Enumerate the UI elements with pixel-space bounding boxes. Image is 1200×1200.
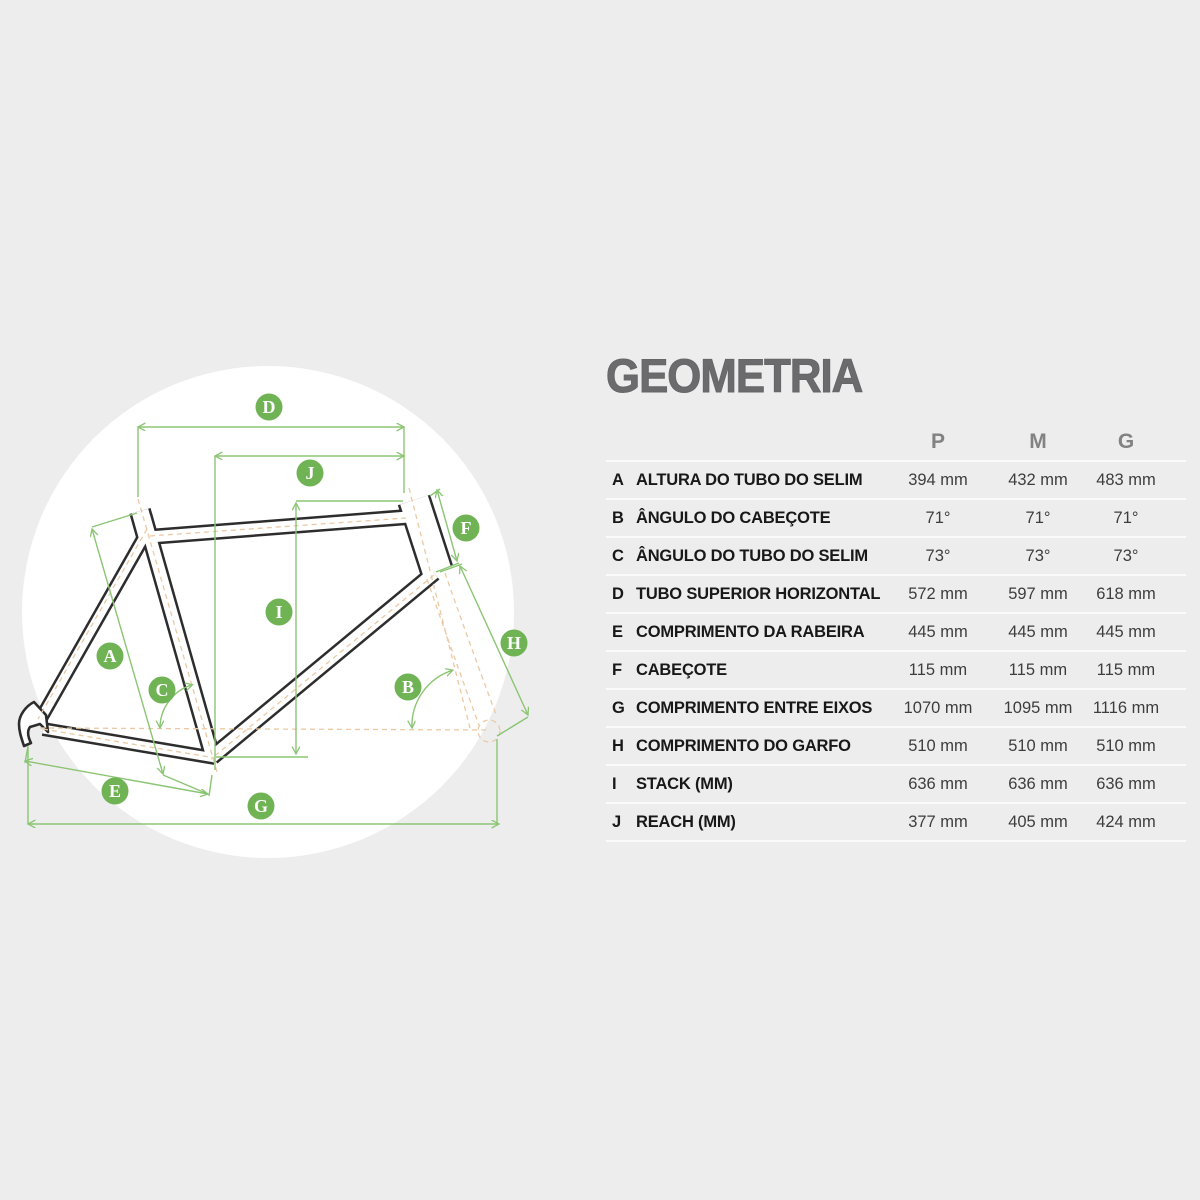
dimension-marker-j: J <box>296 459 324 487</box>
row-letter: G <box>612 698 625 717</box>
size-column-header-m: M <box>1029 429 1047 453</box>
table-row: B ÂNGULO DO CABEÇOTE 71° 71° 71° <box>606 498 1186 536</box>
dimension-marker-h: H <box>500 629 528 657</box>
row-label: COMPRIMENTO ENTRE EIXOS <box>636 698 873 717</box>
dimension-arc-b <box>412 670 453 728</box>
table-row: I STACK (MM) 636 mm 636 mm 636 mm <box>606 764 1186 802</box>
row-label: REACH (MM) <box>636 812 736 831</box>
row-letter: A <box>612 470 624 489</box>
row-letter: B <box>612 508 624 527</box>
row-label: CABEÇOTE <box>636 660 727 679</box>
table-row: G COMPRIMENTO ENTRE EIXOS 1070 mm 1095 m… <box>606 688 1186 726</box>
row-value-g: 71° <box>1113 508 1139 527</box>
size-column-header-p: P <box>930 429 945 453</box>
geometry-table: P M G A ALTURA DO TUBO DO SELIM 394 mm 4… <box>606 423 1186 842</box>
row-value-g: 636 mm <box>1096 774 1156 793</box>
size-header-row: P M G <box>606 423 1186 460</box>
row-label: ÂNGULO DO TUBO DO SELIM <box>636 546 868 565</box>
row-value-g: 483 mm <box>1096 470 1156 489</box>
row-letter: C <box>612 546 624 565</box>
svg-text:E: E <box>109 781 121 801</box>
dimension-line-f <box>429 488 459 573</box>
row-label: ALTURA DO TUBO DO SELIM <box>636 470 863 489</box>
row-value-m: 115 mm <box>1008 660 1068 679</box>
row-label: TUBO SUPERIOR HORIZONTAL <box>636 584 881 603</box>
dimension-lines <box>25 427 528 824</box>
row-value-p: 73° <box>925 546 951 565</box>
svg-text:D: D <box>263 397 276 417</box>
page-title: GEOMETRIA <box>606 349 864 403</box>
row-value-p: 71° <box>925 508 951 527</box>
row-value-m: 432 mm <box>1008 470 1068 489</box>
row-value-g: 510 mm <box>1096 736 1156 755</box>
svg-text:F: F <box>461 518 472 538</box>
table-row: C ÂNGULO DO TUBO DO SELIM 73° 73° 73° <box>606 536 1186 574</box>
table-row: J REACH (MM) 377 mm 405 mm 424 mm <box>606 802 1186 842</box>
row-value-p: 377 mm <box>908 812 968 831</box>
table-row: H COMPRIMENTO DO GARFO 510 mm 510 mm 510… <box>606 726 1186 764</box>
row-value-g: 424 mm <box>1096 812 1156 831</box>
row-value-g: 115 mm <box>1096 660 1156 679</box>
row-value-m: 597 mm <box>1008 584 1068 603</box>
svg-text:G: G <box>254 796 268 816</box>
dimension-line-j <box>215 456 404 770</box>
dimension-marker-e: E <box>101 777 129 805</box>
row-value-m: 73° <box>1025 546 1051 565</box>
row-value-g: 618 mm <box>1096 584 1156 603</box>
row-letter: J <box>612 812 622 831</box>
frame-geometry-diagram: A B C D E F G <box>17 366 600 858</box>
row-value-p: 445 mm <box>908 622 968 641</box>
dimension-marker-a: A <box>96 642 124 670</box>
row-value-p: 1070 mm <box>903 698 973 717</box>
geometry-table-body: A ALTURA DO TUBO DO SELIM 394 mm 432 mm … <box>606 460 1186 842</box>
row-value-m: 1095 mm <box>1003 698 1073 717</box>
table-row: E COMPRIMENTO DA RABEIRA 445 mm 445 mm 4… <box>606 612 1186 650</box>
row-value-p: 636 mm <box>908 774 968 793</box>
svg-text:J: J <box>306 463 315 483</box>
dimension-line-h <box>439 563 528 737</box>
row-label: COMPRIMENTO DO GARFO <box>636 736 851 755</box>
table-row: F CABEÇOTE 115 mm 115 mm 115 mm <box>606 650 1186 688</box>
dimension-marker-i: I <box>265 598 293 626</box>
row-letter: F <box>612 660 623 679</box>
svg-text:B: B <box>402 677 414 697</box>
dimension-marker-b: B <box>394 673 422 701</box>
row-value-m: 445 mm <box>1008 622 1068 641</box>
dimension-markers: A B C D E F G <box>96 393 528 820</box>
dimension-line-i <box>216 500 403 758</box>
row-value-m: 71° <box>1025 508 1051 527</box>
svg-text:A: A <box>104 646 117 666</box>
dimension-line-g <box>28 739 499 824</box>
dimension-marker-g: G <box>247 792 275 820</box>
row-letter: I <box>612 774 617 793</box>
svg-text:H: H <box>507 633 521 653</box>
row-value-p: 510 mm <box>908 736 968 755</box>
svg-text:I: I <box>275 602 282 622</box>
svg-text:C: C <box>156 680 169 700</box>
dimension-marker-d: D <box>255 393 283 421</box>
row-value-p: 394 mm <box>908 470 968 489</box>
row-value-p: 115 mm <box>908 660 968 679</box>
row-label: ÂNGULO DO CABEÇOTE <box>636 508 831 527</box>
dimension-marker-c: C <box>148 676 176 704</box>
row-value-p: 572 mm <box>908 584 968 603</box>
dimension-marker-f: F <box>452 514 480 542</box>
row-letter: D <box>612 584 624 603</box>
table-row: A ALTURA DO TUBO DO SELIM 394 mm 432 mm … <box>606 460 1186 498</box>
size-column-header-g: G <box>1117 429 1135 453</box>
row-value-g: 1116 mm <box>1092 698 1160 717</box>
table-row: D TUBO SUPERIOR HORIZONTAL 572 mm 597 mm… <box>606 574 1186 612</box>
row-label: COMPRIMENTO DA RABEIRA <box>636 622 865 641</box>
row-value-m: 510 mm <box>1008 736 1068 755</box>
row-letter: E <box>612 622 624 641</box>
row-value-m: 405 mm <box>1008 812 1068 831</box>
row-value-g: 445 mm <box>1096 622 1156 641</box>
row-label: STACK (MM) <box>636 774 733 793</box>
row-letter: H <box>612 736 624 755</box>
rear-dropout <box>17 700 50 748</box>
row-value-g: 73° <box>1113 546 1139 565</box>
row-value-m: 636 mm <box>1008 774 1068 793</box>
